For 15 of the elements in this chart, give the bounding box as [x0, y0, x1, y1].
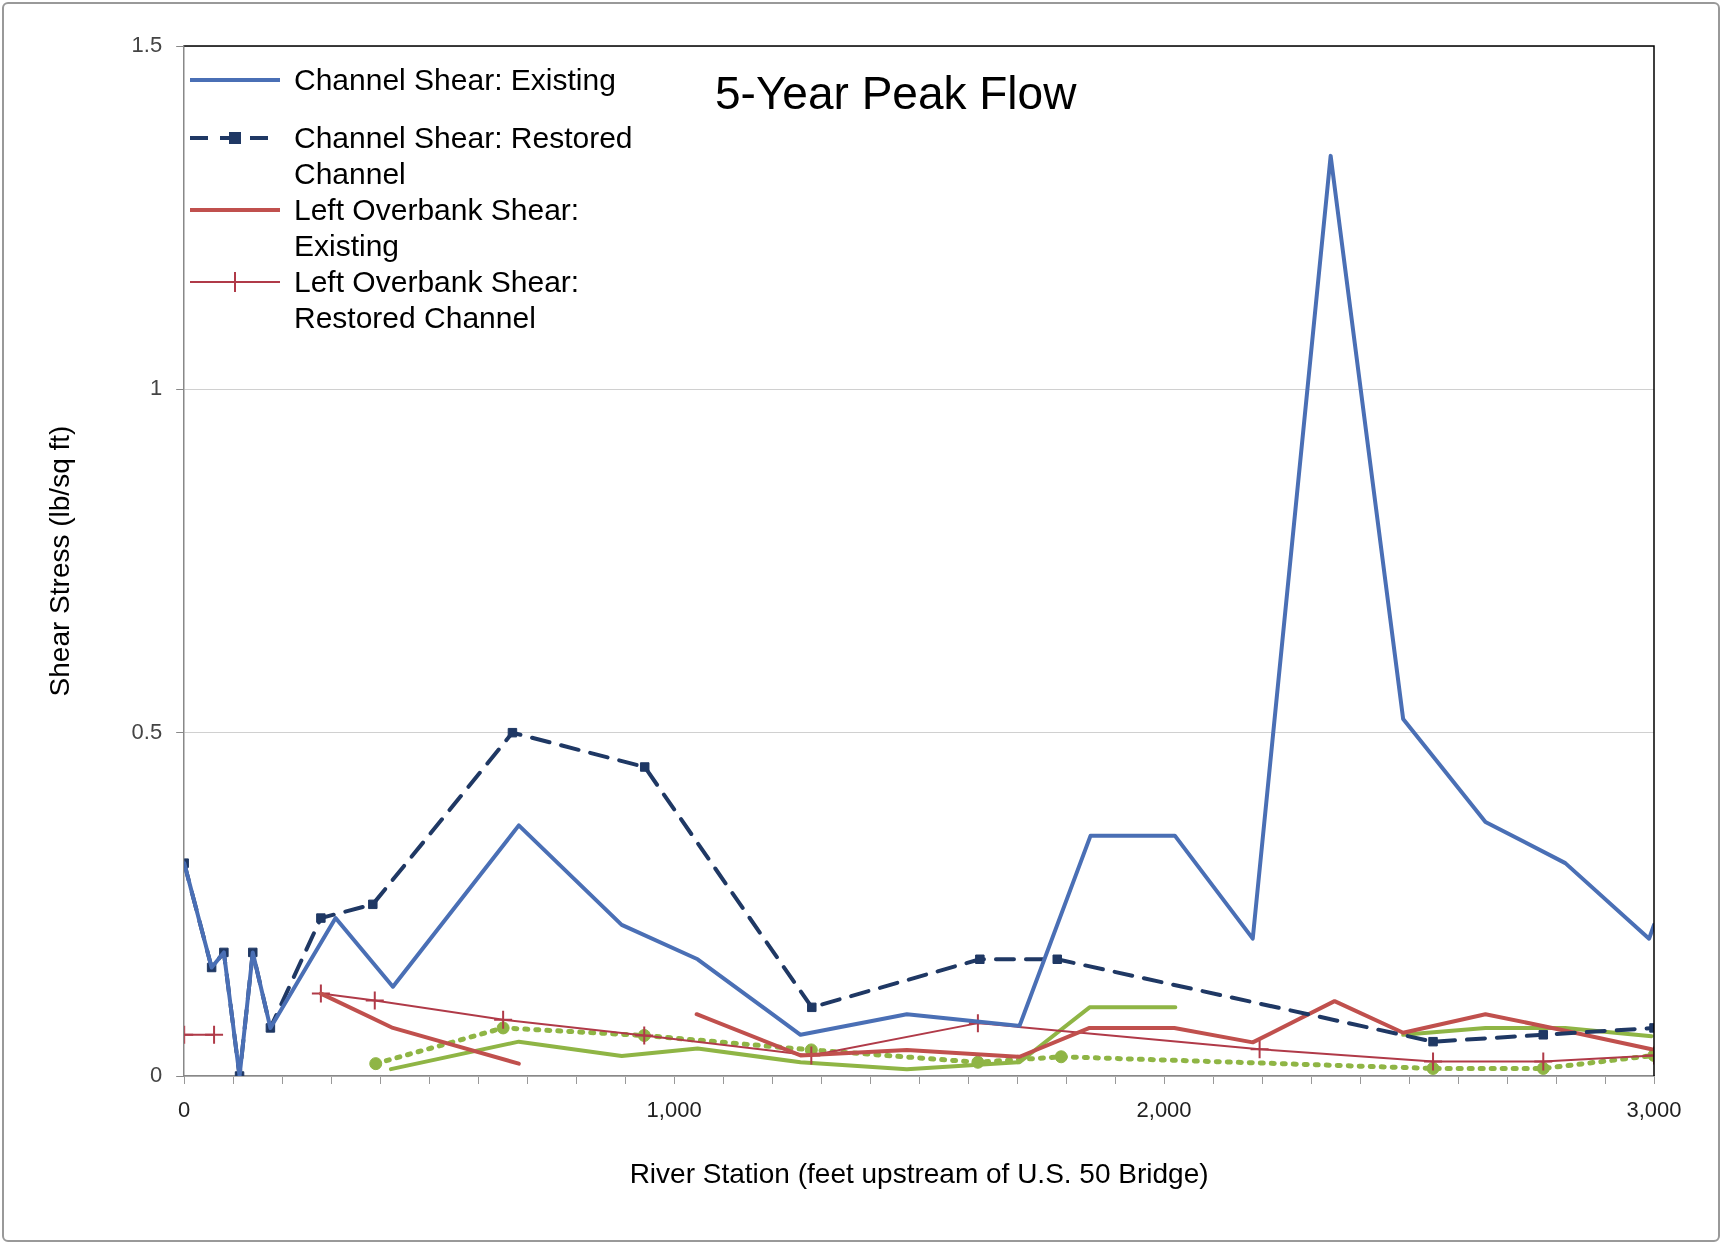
- legend-label: Channel Shear: Existing: [294, 62, 616, 98]
- x-tick-label: 2,000: [1136, 1097, 1192, 1123]
- y-tick-label: 0.5: [131, 718, 163, 744]
- x-tick-label: 1,000: [646, 1097, 702, 1123]
- y-axis-title: Shear Stress (lb/sq ft): [43, 425, 75, 697]
- y-tick-label: 0: [149, 1062, 163, 1088]
- text: 5-Year Peak Flow: [715, 66, 1077, 120]
- y-tick-label: 1.5: [131, 32, 163, 58]
- legend-label: Channel Shear: Restored Channel: [294, 120, 634, 192]
- legend-label: Left Overbank Shear: Restored Channel: [294, 264, 581, 336]
- y-tick-label: 1: [149, 375, 163, 401]
- legend-label: Left Overbank Shear: Existing: [294, 192, 581, 264]
- x-axis-title: River Station (feet upstream of U.S. 50 Bridge): [629, 1157, 1209, 1189]
- x-tick-label: 0: [178, 1097, 191, 1123]
- x-tick-label: 3,000: [1626, 1097, 1682, 1123]
